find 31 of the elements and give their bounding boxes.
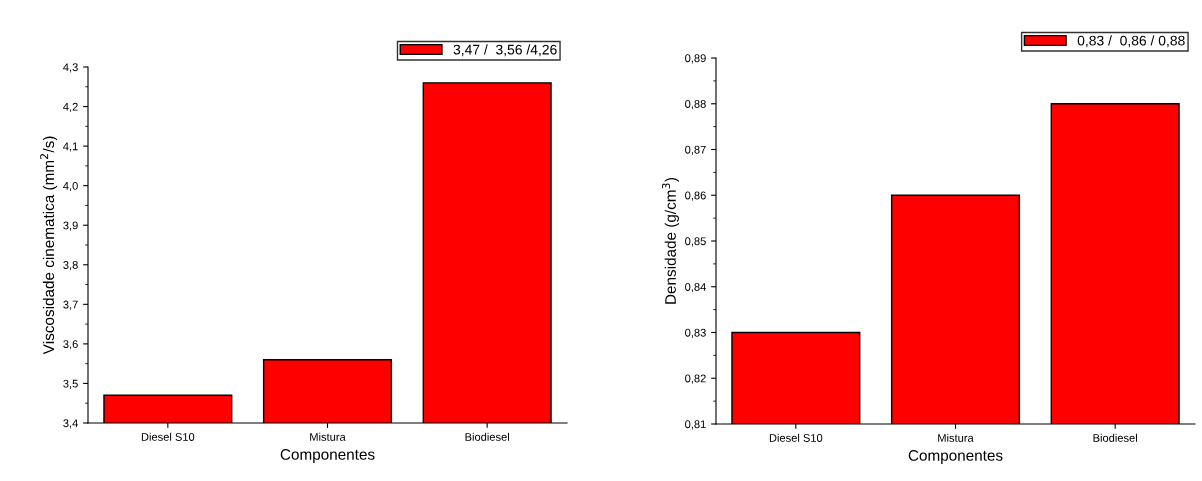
y-tick-label: 0,84 (685, 283, 706, 293)
y-tick-label: 4,3 (63, 63, 78, 73)
y-tick-label: 0,88 (685, 100, 706, 110)
x-tick-label: Biodiesel (1093, 433, 1137, 442)
y-tick-label: 3,4 (63, 419, 78, 429)
y-tick-label: 3,9 (63, 221, 78, 231)
y-tick-label: 3,5 (63, 379, 78, 389)
y-tick-label: 3,7 (63, 300, 78, 310)
y-tick-label: 0,85 (685, 237, 706, 247)
legend-label: 0,83 / 0,86 / 0,88 (1077, 35, 1185, 48)
x-tick-label: Diesel S10 (141, 432, 195, 441)
y-tick-label: 0,81 (685, 420, 706, 430)
x-tick-label: Mistura (938, 433, 974, 442)
y-tick-label: 0,86 (685, 191, 706, 201)
x-axis-title: Componentes (280, 449, 375, 463)
x-axis-title: Componentes (908, 450, 1003, 464)
y-tick-label: 4,2 (63, 102, 78, 112)
legend-label: 3,47 / 3,56 /4,26 (453, 44, 557, 57)
y-tick-label: 3,8 (63, 261, 78, 271)
y-tick-label: 0,87 (685, 145, 706, 155)
y-tick-label: 4,1 (63, 142, 78, 152)
y-axis-title: Viscosidade cinematica (mm$^{2}$/s) (40, 136, 58, 355)
x-tick-label: Biodiesel (465, 432, 509, 441)
x-tick-label: Diesel S10 (769, 433, 823, 442)
y-tick-label: 0,89 (685, 54, 706, 64)
y-axis-title: Densidade (g/cm$^{3}$) (661, 178, 679, 304)
y-tick-label: 0,83 (685, 328, 706, 338)
y-tick-label: 0,82 (685, 374, 706, 384)
x-tick-label: Mistura (310, 432, 346, 441)
y-tick-label: 4,0 (63, 181, 78, 192)
y-tick-label: 3,6 (63, 340, 78, 350)
